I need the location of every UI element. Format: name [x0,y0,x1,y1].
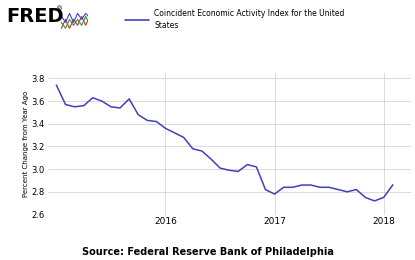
Y-axis label: Percent Change from Year Ago: Percent Change from Year Ago [23,90,29,197]
Text: ®: ® [56,6,63,12]
Text: FRED: FRED [6,6,64,25]
Text: Coincident Economic Activity Index for the United
States: Coincident Economic Activity Index for t… [154,9,345,30]
Text: Source: Federal Reserve Bank of Philadelphia: Source: Federal Reserve Bank of Philadel… [82,248,333,257]
